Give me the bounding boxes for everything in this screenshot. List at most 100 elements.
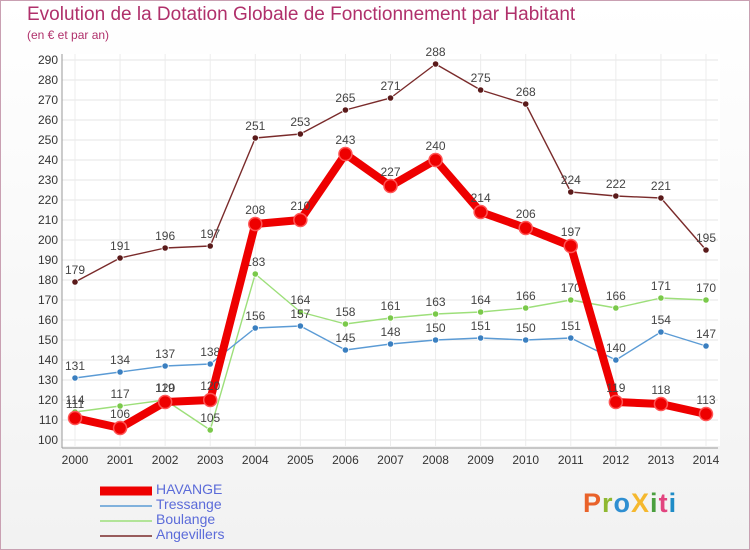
data-point-boulange [567, 296, 575, 304]
y-tick-label: 230 [38, 173, 58, 187]
y-tick-label: 240 [38, 153, 58, 167]
logo-letter: i [668, 488, 678, 518]
data-label: 119 [156, 381, 175, 395]
data-label: 195 [696, 231, 716, 245]
data-point-angevillers [431, 60, 440, 68]
data-label: 145 [335, 331, 355, 345]
data-point-tressange [296, 322, 304, 330]
x-tick-label: 2014 [693, 453, 720, 467]
data-point-tressange [702, 342, 710, 350]
legend-swatch-angevillers [100, 535, 152, 537]
data-point-havange [67, 410, 83, 426]
data-label: 157 [290, 307, 310, 321]
data-label: 171 [651, 279, 671, 293]
y-tick-label: 260 [38, 113, 58, 127]
data-point-angevillers [161, 244, 169, 252]
data-point-havange [383, 178, 398, 194]
x-tick-label: 2009 [467, 453, 494, 467]
data-label: 191 [110, 239, 130, 253]
legend-label-boulange: Boulange [156, 511, 216, 527]
data-label: 131 [65, 359, 85, 373]
data-point-tressange [612, 356, 620, 364]
x-tick-label: 2005 [287, 453, 314, 467]
legend-label-havange: HAVANGE [156, 481, 223, 497]
logo-letter: X [631, 488, 651, 518]
data-label: 140 [606, 341, 626, 355]
y-tick-label: 280 [38, 73, 58, 87]
data-label: 164 [471, 293, 491, 307]
x-tick-label: 2002 [152, 453, 179, 467]
data-point-boulange [341, 320, 350, 328]
logo-letter: P [583, 488, 603, 518]
data-point-angevillers [657, 194, 665, 202]
y-tick-label: 120 [38, 393, 58, 407]
data-point-havange [338, 146, 353, 162]
x-tick-label: 2011 [558, 453, 584, 467]
x-tick-label: 2013 [648, 453, 675, 467]
data-point-tressange [341, 346, 350, 354]
chart-subtitle: (en € et par an) [27, 28, 110, 42]
data-point-angevillers [341, 106, 350, 114]
data-label: 151 [561, 319, 581, 333]
data-point-havange [112, 420, 128, 436]
y-tick-label: 180 [38, 273, 58, 287]
y-tick-label: 290 [38, 53, 58, 67]
proxiti-logo: ProXiti [583, 488, 677, 519]
data-label: 106 [110, 407, 130, 421]
data-point-boulange [206, 426, 214, 434]
data-point-havange [157, 394, 173, 410]
y-tick-label: 160 [38, 313, 58, 327]
data-label: 138 [200, 345, 220, 359]
data-point-angevillers [116, 254, 124, 262]
data-label: 118 [651, 383, 670, 397]
data-label: 224 [561, 173, 581, 187]
data-label: 114 [65, 393, 84, 407]
data-point-angevillers [612, 192, 620, 200]
data-point-havange [293, 212, 308, 228]
x-tick-label: 2000 [62, 453, 89, 467]
logo-letter: i [650, 488, 659, 518]
data-point-angevillers [386, 94, 395, 102]
data-label: 208 [245, 203, 265, 217]
data-label: 197 [200, 227, 220, 241]
data-point-havange [608, 394, 624, 410]
data-label: 113 [696, 393, 715, 407]
data-label: 148 [380, 325, 400, 339]
data-point-tressange [71, 374, 79, 382]
legend-label-angevillers: Angevillers [156, 526, 225, 542]
y-tick-label: 220 [38, 193, 58, 207]
data-point-havange [653, 396, 669, 412]
data-label: 265 [335, 91, 355, 105]
x-tick-label: 2008 [422, 453, 449, 467]
data-label: 111 [66, 397, 85, 411]
data-label: 170 [696, 281, 716, 295]
data-label: 196 [155, 229, 175, 243]
y-tick-label: 200 [38, 233, 58, 247]
data-point-tressange [251, 324, 259, 332]
data-label: 150 [516, 321, 536, 335]
data-point-tressange [206, 360, 214, 368]
data-label: 206 [516, 207, 536, 221]
x-tick-label: 2006 [332, 453, 359, 467]
data-point-boulange [612, 304, 620, 312]
data-label: 158 [335, 305, 355, 319]
data-label: 161 [380, 299, 400, 313]
y-tick-label: 250 [38, 133, 58, 147]
data-label: 243 [335, 133, 355, 147]
data-point-angevillers [71, 278, 79, 286]
data-point-havange [248, 216, 263, 232]
data-label: 120 [155, 381, 175, 395]
data-label: 117 [111, 387, 130, 401]
y-tick-label: 100 [38, 433, 58, 447]
data-point-havange [202, 392, 218, 408]
data-point-angevillers [296, 130, 304, 138]
data-point-boulange [116, 402, 124, 410]
data-label: 170 [561, 281, 581, 295]
y-tick-label: 130 [38, 373, 58, 387]
data-label: 179 [65, 263, 85, 277]
data-label: 210 [290, 199, 310, 213]
data-label: 214 [471, 191, 491, 205]
data-label: 150 [426, 321, 446, 335]
data-label: 147 [696, 327, 716, 341]
